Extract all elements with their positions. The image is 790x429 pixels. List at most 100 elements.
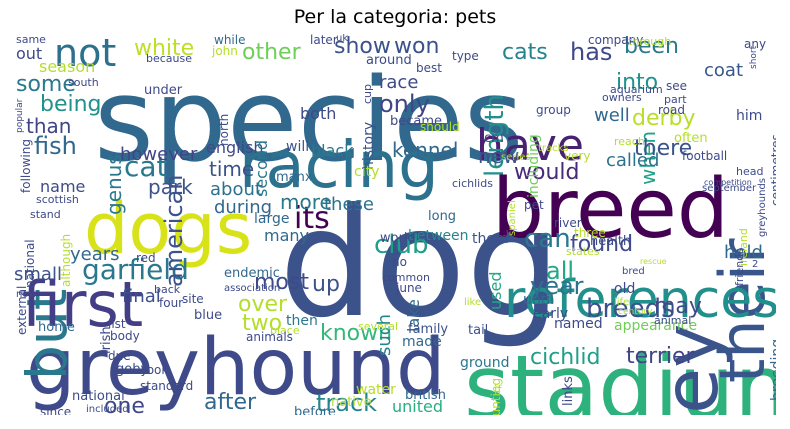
word-track: track xyxy=(316,389,378,415)
word-many: many xyxy=(264,226,309,245)
word-early: early xyxy=(533,306,569,322)
word-links: links xyxy=(561,376,576,406)
word-very: very xyxy=(564,149,591,163)
word-been: been xyxy=(624,34,679,59)
word-up: up xyxy=(312,272,340,297)
word-part: part xyxy=(664,93,687,106)
word-back: back xyxy=(154,283,181,296)
word-greyhounds: greyhounds xyxy=(757,178,768,237)
word-most: most xyxy=(254,270,309,295)
word-named: named xyxy=(554,316,603,332)
word-aquarium: aquarium xyxy=(610,83,663,96)
word-century: century xyxy=(618,307,653,317)
word-held: held xyxy=(724,242,763,263)
word-road: road xyxy=(658,103,685,117)
word-racing: racing xyxy=(239,129,439,203)
word-terrier: terrier xyxy=(626,344,695,369)
word-like: like xyxy=(464,297,482,308)
word-can: can xyxy=(524,224,571,254)
word-being: being xyxy=(40,92,102,117)
word-john: john xyxy=(212,44,238,58)
word-due: due xyxy=(108,349,131,363)
word-references: references xyxy=(504,270,776,330)
word-centimetres: centimetres xyxy=(769,134,776,206)
word-home: home xyxy=(38,320,75,335)
word-north: north xyxy=(217,114,231,147)
word-three: three xyxy=(574,226,606,240)
word-cats: cats xyxy=(502,40,548,65)
word-no: no xyxy=(392,255,407,269)
word-park: park xyxy=(148,175,193,199)
word-british: british xyxy=(405,388,446,403)
word-water: water xyxy=(356,382,396,398)
word-then: then xyxy=(286,313,318,329)
word-two2: 2 xyxy=(752,259,759,270)
word-endemic: endemic xyxy=(224,266,280,281)
word-city: city xyxy=(354,164,380,180)
word-because: because xyxy=(146,52,193,65)
word-states: states xyxy=(566,245,600,258)
word-while: while xyxy=(214,34,246,47)
word-season: season xyxy=(39,57,96,76)
word-small: small xyxy=(14,264,62,285)
word-friends: friends xyxy=(733,248,746,286)
word-them: them xyxy=(472,231,509,247)
word-goby: goby xyxy=(116,362,149,377)
word-cichlid: cichlid xyxy=(530,345,601,370)
word-animals: animals xyxy=(246,330,293,344)
word-english: english xyxy=(206,138,264,157)
word-several: several xyxy=(358,320,399,333)
word-long: long xyxy=(428,209,457,224)
word-cichlids: cichlids xyxy=(452,177,493,190)
word-any: any xyxy=(744,37,767,51)
word-name: name xyxy=(40,177,86,196)
word-popular: popular xyxy=(15,99,25,134)
word-cm: cm xyxy=(484,131,504,146)
word-body: body xyxy=(110,329,140,343)
word-family: family xyxy=(408,322,449,337)
word-would: would xyxy=(514,160,580,185)
word-tail: tail xyxy=(468,323,489,338)
word-into: into xyxy=(616,70,659,95)
word-competition: competition xyxy=(704,178,752,187)
word-other: other xyxy=(242,40,301,65)
word-under: under xyxy=(144,83,183,98)
word-bred: bred xyxy=(622,266,645,277)
word-may: may xyxy=(654,294,702,319)
word-national2: national xyxy=(23,239,37,288)
word-world: world xyxy=(380,231,416,246)
word-june: june xyxy=(396,281,422,295)
word-reach: reach xyxy=(614,135,645,148)
word-coat: coat xyxy=(704,60,743,81)
word-over: over xyxy=(238,292,288,317)
word-black: black xyxy=(311,141,354,160)
word-health: health xyxy=(590,234,632,249)
word-show: show xyxy=(334,34,391,59)
word-two: two xyxy=(242,311,283,336)
word-year: year xyxy=(530,272,584,300)
word-become: became xyxy=(390,114,443,129)
word-animal: animal xyxy=(654,314,692,327)
word-should: should xyxy=(420,120,460,134)
word-more: more xyxy=(280,190,332,214)
word-native: native xyxy=(331,395,372,410)
word-river: river xyxy=(554,216,582,230)
word-dog: dog xyxy=(279,177,562,351)
word-pet: pet xyxy=(524,198,544,212)
word-association: association xyxy=(224,283,281,294)
chart-title: Per la categoria: pets xyxy=(293,6,497,28)
word-used: used xyxy=(486,272,505,311)
word-series: series xyxy=(501,152,531,163)
word-have: have xyxy=(476,120,584,171)
word-found: found xyxy=(570,232,634,257)
word-list: list xyxy=(108,317,126,331)
word-rescue: rescue xyxy=(640,257,667,266)
word-known: known xyxy=(320,321,393,346)
word-called: called xyxy=(606,150,660,171)
word-around: around xyxy=(366,53,412,68)
word-national: national xyxy=(72,389,125,404)
word-race: race xyxy=(379,72,419,93)
word-between: between xyxy=(408,228,469,244)
word-spaniel: spaniel xyxy=(507,200,518,236)
word-new: new xyxy=(478,144,520,168)
